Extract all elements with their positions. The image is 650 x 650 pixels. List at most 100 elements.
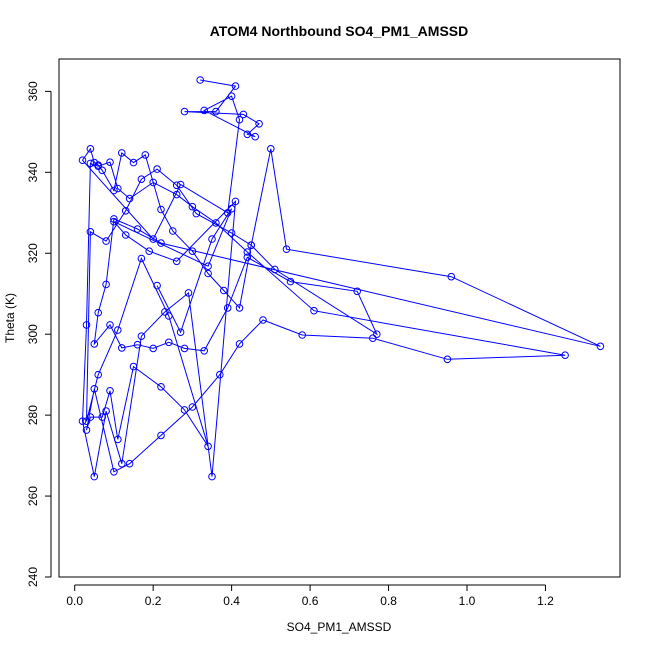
data-point [118, 149, 126, 157]
data-point [220, 286, 228, 295]
data-point [86, 159, 95, 168]
data-point [157, 383, 165, 391]
data-point [208, 235, 216, 243]
plot-frame [58, 58, 621, 578]
data-point [188, 202, 197, 211]
data-point [98, 166, 106, 175]
data-point [204, 262, 212, 271]
data-point [196, 76, 204, 84]
data-point [180, 344, 189, 353]
data-point [153, 165, 161, 173]
series-line [81, 79, 601, 477]
data-point [121, 207, 130, 215]
data-point [149, 178, 157, 187]
data-point [443, 355, 452, 364]
data-point [82, 321, 91, 329]
data-point [157, 239, 165, 247]
data-point [125, 459, 134, 468]
data-point [86, 145, 95, 153]
data-point [227, 92, 236, 100]
y-tick-label: 320 [26, 243, 40, 263]
data-point [161, 308, 169, 316]
data-point [110, 186, 118, 195]
data-point [86, 228, 95, 236]
data-point [157, 205, 165, 214]
data-point [212, 219, 220, 227]
data-point [90, 385, 99, 393]
data-point [200, 106, 208, 115]
data-point [369, 334, 377, 343]
data-point [176, 328, 185, 337]
data-point [110, 468, 118, 476]
x-axis: 0.0 0.2 0.4 0.6 0.8 1.0 1.2 [66, 584, 554, 608]
x-tick-label: 0.4 [223, 594, 240, 608]
data-point [259, 316, 267, 324]
data-point [78, 156, 87, 164]
data-point [145, 247, 153, 255]
data-point [271, 265, 279, 274]
y-tick-label: 240 [26, 567, 40, 587]
data-point [86, 413, 95, 421]
data-point [90, 340, 99, 348]
y-axis-label: Theta (K) [3, 293, 17, 343]
data-point [204, 269, 212, 278]
data-point [149, 344, 157, 353]
x-tick-label: 1.2 [537, 594, 554, 608]
data-point [596, 342, 605, 351]
data-point [176, 180, 185, 189]
data-point [192, 209, 201, 218]
data-point [165, 338, 173, 347]
data-point [129, 158, 138, 167]
data-point [239, 110, 248, 119]
data-point [121, 231, 130, 239]
y-tick-label: 260 [26, 486, 40, 506]
data-point [227, 204, 236, 213]
y-tick-label: 280 [26, 405, 40, 425]
data-point [98, 413, 106, 421]
data-point [204, 442, 212, 451]
data-point [172, 190, 181, 199]
data-point [298, 331, 307, 339]
y-tick-label: 300 [26, 324, 40, 344]
data-point [165, 312, 173, 320]
data-point [133, 225, 142, 233]
data-point [373, 330, 381, 339]
data-point [94, 162, 102, 170]
data-point [118, 344, 126, 352]
data-point [267, 145, 275, 153]
x-tick-label: 0.6 [302, 594, 319, 608]
data-point [243, 248, 252, 256]
data-point [169, 227, 177, 235]
data-point [216, 370, 224, 379]
data-point [118, 459, 126, 468]
data-point [90, 472, 99, 481]
data-point [114, 326, 122, 334]
data-point [243, 130, 252, 139]
data-point [82, 417, 91, 426]
data-point [94, 370, 102, 379]
data-point [247, 241, 255, 249]
data-point [251, 132, 259, 141]
data-point [102, 237, 110, 245]
data-point [223, 209, 232, 217]
data-point [78, 417, 87, 426]
data-point [106, 387, 114, 395]
data-point [102, 407, 110, 415]
data-point [235, 304, 244, 312]
data-point [188, 403, 197, 411]
data-point [110, 215, 118, 223]
data-point [141, 151, 150, 159]
data-point [137, 332, 146, 341]
data-point [133, 340, 142, 349]
data-point [561, 351, 569, 360]
y-tick-label: 360 [26, 81, 40, 101]
x-tick-label: 0.2 [145, 594, 162, 608]
data-point [149, 235, 157, 243]
data-point [137, 175, 146, 183]
data-point [94, 308, 102, 317]
x-tick-label: 1.0 [459, 594, 476, 608]
x-tick-label: 0.8 [380, 594, 397, 608]
y-axis: 240 260 280 300 320 340 360 [26, 81, 52, 587]
data-point [82, 426, 91, 434]
data-point [235, 340, 244, 348]
